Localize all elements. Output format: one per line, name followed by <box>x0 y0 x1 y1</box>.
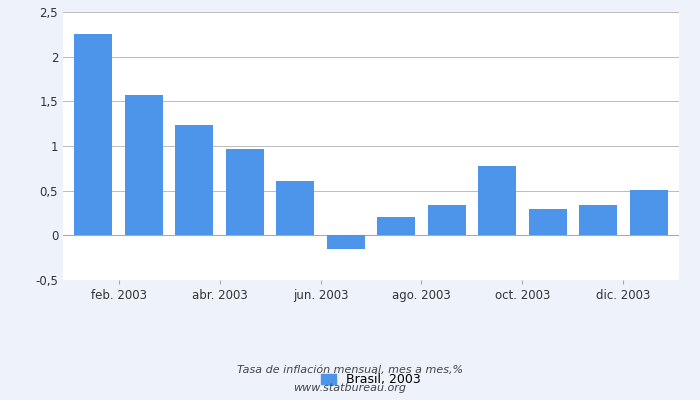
Bar <box>580 205 617 235</box>
Bar <box>226 149 264 235</box>
Bar <box>276 181 314 235</box>
Bar <box>630 190 668 235</box>
Bar <box>327 235 365 249</box>
Bar <box>74 34 112 235</box>
Bar <box>478 166 516 235</box>
Legend: Brasil, 2003: Brasil, 2003 <box>321 373 421 386</box>
Text: www.statbureau.org: www.statbureau.org <box>293 383 407 393</box>
Bar <box>125 95 162 235</box>
Bar <box>175 126 214 235</box>
Bar <box>377 218 415 235</box>
Text: Tasa de inflación mensual, mes a mes,%: Tasa de inflación mensual, mes a mes,% <box>237 365 463 375</box>
Bar <box>528 210 567 235</box>
Bar <box>428 205 466 235</box>
